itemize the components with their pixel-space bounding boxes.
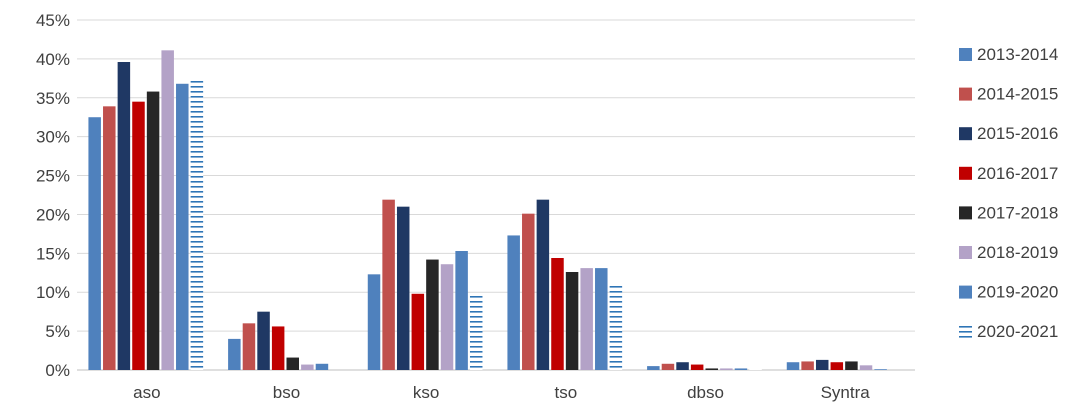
- bar-kso-2015-2016: [396, 206, 410, 370]
- bar-tso-2014-2015: [522, 213, 535, 370]
- bar-bso-2018-2019: [301, 364, 314, 370]
- bar-Syntra-2013-2014: [786, 362, 800, 370]
- legend-label: 2017-2018: [977, 203, 1058, 222]
- bar-aso-2017-2018: [146, 91, 160, 370]
- bar-dbso-2020-2021: [749, 369, 762, 370]
- bar-tso-2019-2020: [595, 268, 608, 370]
- y-tick-label: 35%: [36, 89, 70, 108]
- y-tick-label: 30%: [36, 128, 70, 147]
- legend-swatch: [959, 48, 972, 61]
- bar-dbso-2015-2016: [676, 362, 689, 370]
- legend-label: 2020-2021: [977, 322, 1058, 341]
- bars: [88, 50, 887, 371]
- bar-tso-2015-2016: [536, 199, 550, 370]
- legend: 2013-2014 2014-2015 2015-2016 2016-2017 2017…: [959, 45, 1058, 341]
- bar-bso-2019-2020: [315, 363, 329, 370]
- bar-dbso-2016-2017: [690, 364, 704, 370]
- legend-swatch: [959, 325, 972, 339]
- legend-swatch: [959, 127, 972, 141]
- x-tick-label: dbso: [687, 383, 724, 402]
- y-tick-label: 15%: [36, 244, 70, 263]
- bar-bso-2014-2015: [242, 323, 256, 370]
- bar-aso-2020-2021: [190, 79, 204, 370]
- y-tick-label: 25%: [36, 167, 70, 186]
- bar-tso-2016-2017: [551, 258, 564, 370]
- bar-bso-2013-2014: [228, 338, 241, 370]
- bar-dbso-2018-2019: [720, 368, 733, 370]
- x-axis-ticks: aso bso kso tso dbso Syntra: [133, 383, 870, 402]
- bar-kso-2013-2014: [367, 274, 381, 370]
- legend-swatch: [959, 87, 972, 101]
- bar-bso-2015-2016: [257, 311, 270, 370]
- bar-Syntra-2017-2018: [845, 361, 858, 370]
- bar-Syntra-2016-2017: [830, 362, 844, 370]
- x-tick-label: kso: [413, 383, 439, 402]
- y-tick-label: 45%: [36, 11, 70, 30]
- legend-swatch: [959, 166, 972, 180]
- legend-label: 2014-2015: [977, 85, 1058, 104]
- gridlines: [77, 19, 915, 371]
- bar-kso-2014-2015: [382, 199, 395, 370]
- bar-bso-2016-2017: [271, 326, 285, 370]
- x-tick-label: tso: [554, 383, 577, 402]
- bar-kso-2020-2021: [469, 294, 483, 370]
- bar-kso-2016-2017: [411, 293, 425, 370]
- bar-tso-2018-2019: [580, 268, 593, 370]
- bar-kso-2019-2020: [455, 251, 468, 370]
- bar-aso-2014-2015: [103, 106, 116, 370]
- legend-label: 2018-2019: [977, 243, 1058, 262]
- bar-dbso-2019-2020: [734, 368, 748, 370]
- x-tick-label: bso: [273, 383, 300, 402]
- legend-swatch: [959, 206, 972, 220]
- bar-aso-2013-2014: [88, 117, 101, 370]
- legend-swatch: [959, 285, 972, 299]
- bar-aso-2018-2019: [161, 50, 174, 370]
- bar-kso-2018-2019: [440, 264, 454, 370]
- bar-bso-2017-2018: [286, 357, 299, 370]
- legend-swatch: [959, 246, 972, 259]
- bar-tso-2013-2014: [507, 235, 520, 370]
- bar-Syntra-2019-2020: [874, 369, 887, 370]
- legend-label: 2016-2017: [977, 164, 1058, 183]
- bar-tso-2020-2021: [609, 283, 623, 370]
- y-tick-label: 20%: [36, 205, 70, 224]
- x-tick-label: Syntra: [821, 383, 871, 402]
- legend-label: 2015-2016: [977, 124, 1058, 143]
- bar-kso-2017-2018: [426, 259, 439, 370]
- y-axis-ticks: 0% 5% 10% 15% 20% 25% 30% 35% 40% 45%: [36, 11, 70, 380]
- bar-dbso-2013-2014: [647, 366, 660, 370]
- x-tick-label: aso: [133, 383, 160, 402]
- bar-dbso-2014-2015: [661, 363, 675, 370]
- bar-Syntra-2015-2016: [815, 359, 829, 370]
- y-tick-label: 10%: [36, 283, 70, 302]
- y-tick-label: 5%: [45, 322, 70, 341]
- legend-label: 2019-2020: [977, 283, 1058, 302]
- y-tick-label: 0%: [45, 361, 70, 380]
- bar-Syntra-2018-2019: [859, 365, 873, 370]
- bar-tso-2017-2018: [565, 272, 579, 370]
- legend-label: 2013-2014: [977, 45, 1058, 64]
- bar-aso-2019-2020: [176, 83, 189, 370]
- bar-aso-2015-2016: [117, 62, 131, 370]
- y-tick-label: 40%: [36, 50, 70, 69]
- bar-Syntra-2014-2015: [801, 361, 814, 370]
- bar-dbso-2017-2018: [705, 368, 718, 370]
- bar-aso-2016-2017: [132, 101, 145, 371]
